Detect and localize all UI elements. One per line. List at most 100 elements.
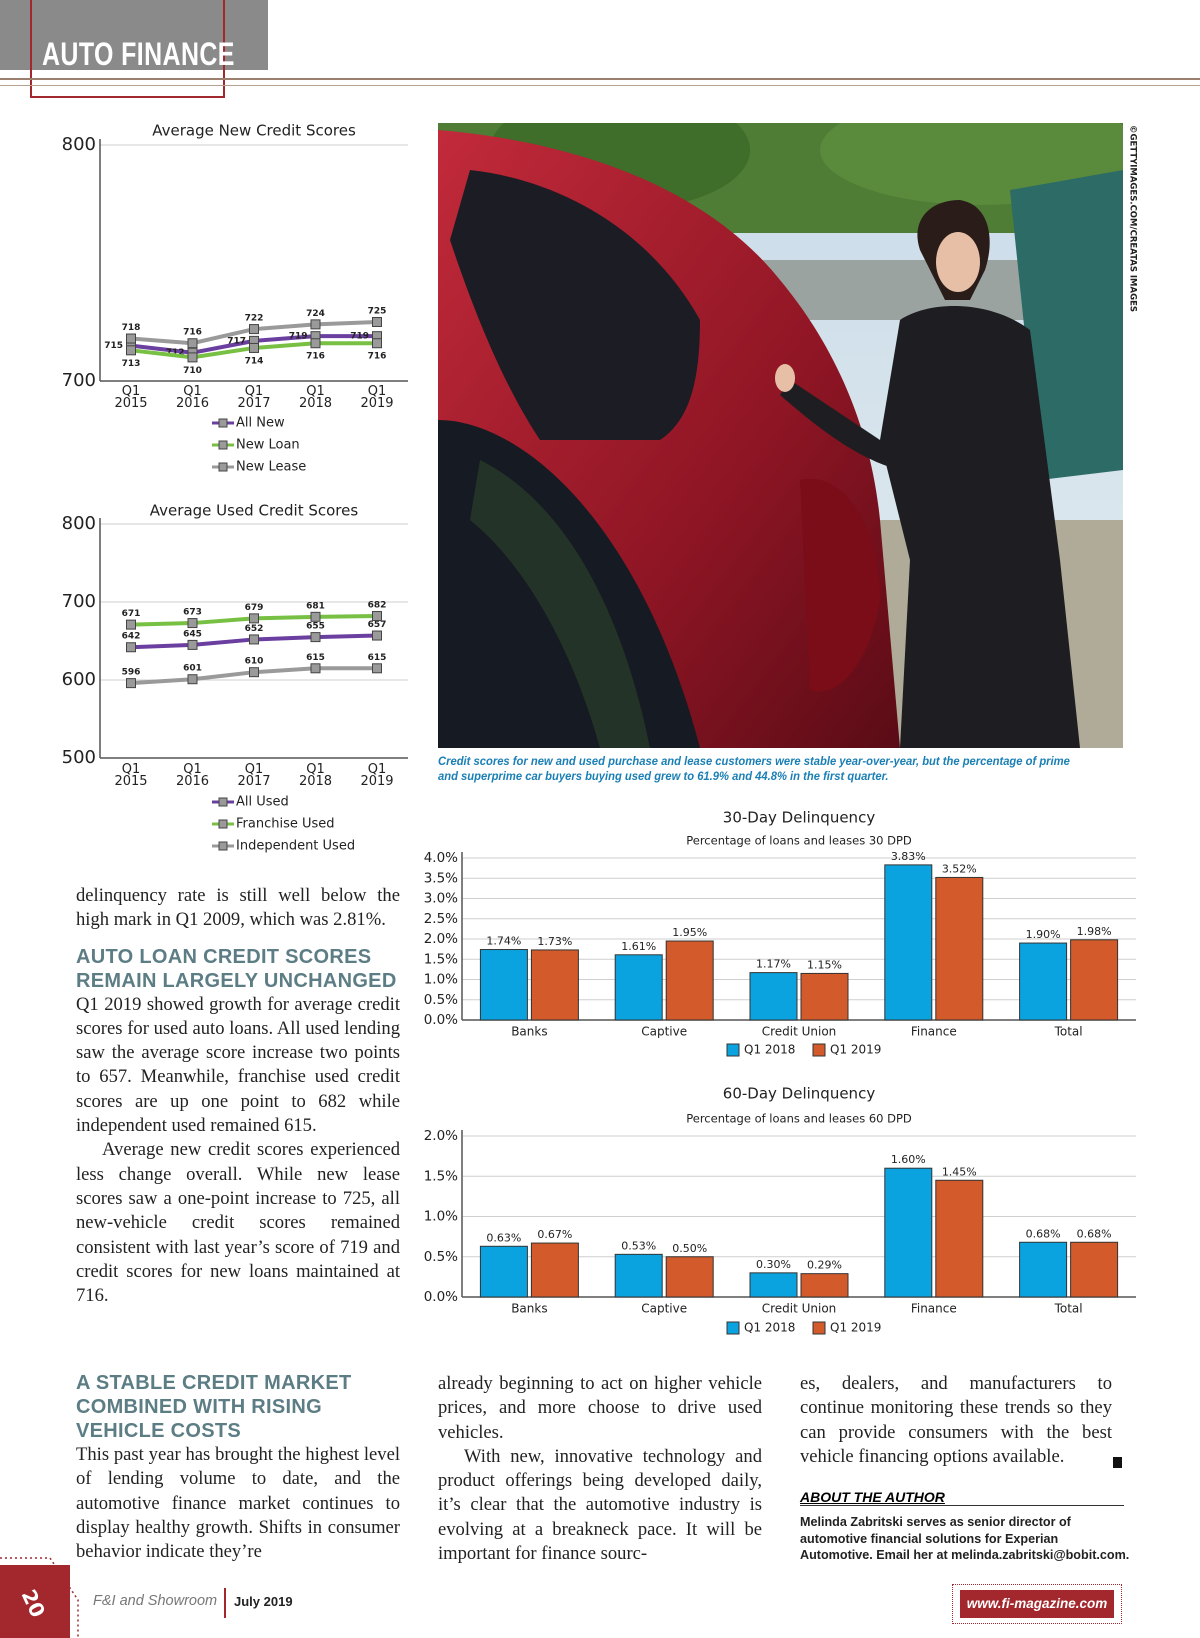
data-label: 724 — [306, 309, 325, 319]
data-label: 1.74% — [486, 935, 521, 948]
x-tick-label: Q1 2018 — [298, 762, 333, 789]
data-label: 0.68% — [1077, 1227, 1112, 1240]
data-label: 673 — [183, 608, 202, 618]
bar — [749, 1272, 798, 1298]
y-tick-label: 4.0% — [424, 850, 458, 866]
data-label: 710 — [183, 366, 202, 376]
paragraph: delinquency rate is still well below the… — [76, 885, 400, 931]
x-tick-label: Q1 2019 — [360, 384, 394, 411]
x-tick-label: Q1 2015 — [114, 762, 148, 789]
data-label: 0.30% — [756, 1258, 791, 1271]
marker — [310, 632, 321, 643]
legend-swatch — [726, 1043, 740, 1057]
y-tick-label: 600 — [62, 669, 96, 690]
data-label: 1.15% — [807, 958, 842, 971]
data-label: 0.68% — [1026, 1227, 1061, 1240]
y-tick-label: 3.5% — [424, 870, 458, 886]
y-tick-label: 0.5% — [424, 1249, 458, 1265]
legend-label: Q1 2019 — [830, 1321, 881, 1335]
marker — [187, 618, 198, 629]
bar — [530, 1242, 579, 1298]
data-label: 681 — [306, 601, 325, 611]
bar — [884, 864, 933, 1021]
marker — [187, 352, 198, 363]
legend-label: All Used — [236, 795, 289, 810]
marker — [249, 667, 259, 678]
bar — [530, 949, 579, 1021]
marker — [187, 639, 198, 650]
chart-subtitle: Percentage of loans and leases 30 DPD — [686, 834, 912, 848]
y-tick-label: 1.0% — [424, 1209, 458, 1225]
chart-title: Average Used Credit Scores — [150, 502, 359, 520]
x-tick-label: Q1 2017 — [237, 384, 271, 411]
bar — [1019, 942, 1068, 1021]
bar — [614, 1253, 663, 1298]
data-label: 657 — [368, 620, 387, 630]
bar — [665, 940, 714, 1021]
data-label: 1.45% — [942, 1165, 977, 1178]
paragraph: With new, innovative technology and prod… — [438, 1445, 762, 1565]
data-label: 716 — [368, 352, 387, 362]
data-label: 3.83% — [891, 850, 926, 863]
x-tick-label: Banks — [511, 1302, 547, 1316]
data-label: 717 — [227, 336, 246, 346]
marker — [126, 345, 136, 356]
data-label: 0.67% — [537, 1228, 572, 1241]
section-heading: AUTO LOAN CREDIT SCORES REMAIN LARGELY U… — [76, 945, 397, 992]
column: already beginning to act on higher vehic… — [438, 1372, 762, 1566]
legend-swatch — [726, 1321, 740, 1335]
y-tick-label: 700 — [62, 370, 96, 391]
author-bio: Melinda Zabritski serves as senior direc… — [800, 1515, 1130, 1562]
marker — [249, 634, 259, 645]
legend-marker — [218, 418, 228, 428]
author-heading: ABOUT THE AUTHOR — [800, 1489, 1124, 1506]
y-tick-label: 2.0% — [424, 931, 458, 947]
legend-label: New Loan — [236, 438, 300, 453]
publication: F&I and Showroom — [93, 1593, 218, 1609]
y-tick-label: 800 — [62, 513, 96, 534]
rule — [0, 85, 1200, 86]
x-tick-label: Banks — [511, 1025, 547, 1039]
chart-title: Average New Credit Scores — [152, 122, 356, 140]
data-label: 1.95% — [672, 926, 707, 939]
marker — [310, 338, 321, 349]
column: es, dealers, and manufacturers to contin… — [800, 1372, 1112, 1469]
marker — [187, 674, 198, 685]
data-label: 1.90% — [1026, 928, 1061, 941]
data-label: 716 — [306, 352, 325, 362]
x-tick-label: Q1 2016 — [175, 762, 210, 789]
y-tick-label: 1.0% — [424, 972, 458, 988]
marker — [126, 678, 136, 689]
bar — [884, 1167, 933, 1298]
marker — [310, 319, 321, 330]
legend-label: Q1 2018 — [744, 1321, 795, 1335]
data-label: 1.60% — [891, 1153, 926, 1166]
legend-swatch — [812, 1321, 826, 1335]
data-label: 1.73% — [537, 935, 572, 948]
marker — [126, 333, 136, 344]
legend-marker — [218, 841, 228, 851]
photo-credit: ©GETTYIMAGES.COM/CREATAS IMAGES — [1128, 125, 1138, 312]
data-label: 719 — [350, 332, 369, 342]
data-label: 652 — [245, 624, 264, 634]
url-frame — [952, 1584, 1122, 1624]
x-tick-label: Captive — [641, 1025, 687, 1039]
y-tick-label: 0.5% — [424, 992, 458, 1008]
data-label: 682 — [368, 601, 387, 611]
photo — [438, 123, 1123, 748]
data-label: 1.98% — [1077, 925, 1112, 938]
marker — [310, 663, 321, 674]
y-tick-label: 3.0% — [424, 891, 458, 907]
data-label: 645 — [183, 629, 202, 639]
data-label: 655 — [306, 622, 325, 632]
data-label: 3.52% — [942, 862, 977, 875]
section-heading: A STABLE CREDIT MARKET COMBINED WITH RIS… — [76, 1372, 352, 1442]
y-tick-label: 2.0% — [424, 1128, 458, 1144]
data-label: 615 — [306, 653, 325, 663]
y-tick-label: 0.0% — [424, 1289, 458, 1305]
chart-title: 60-Day Delinquency — [723, 1085, 876, 1103]
marker — [310, 611, 321, 622]
chart-subtitle: Percentage of loans and leases 60 DPD — [686, 1112, 912, 1126]
x-tick-label: Q1 2015 — [114, 384, 148, 411]
